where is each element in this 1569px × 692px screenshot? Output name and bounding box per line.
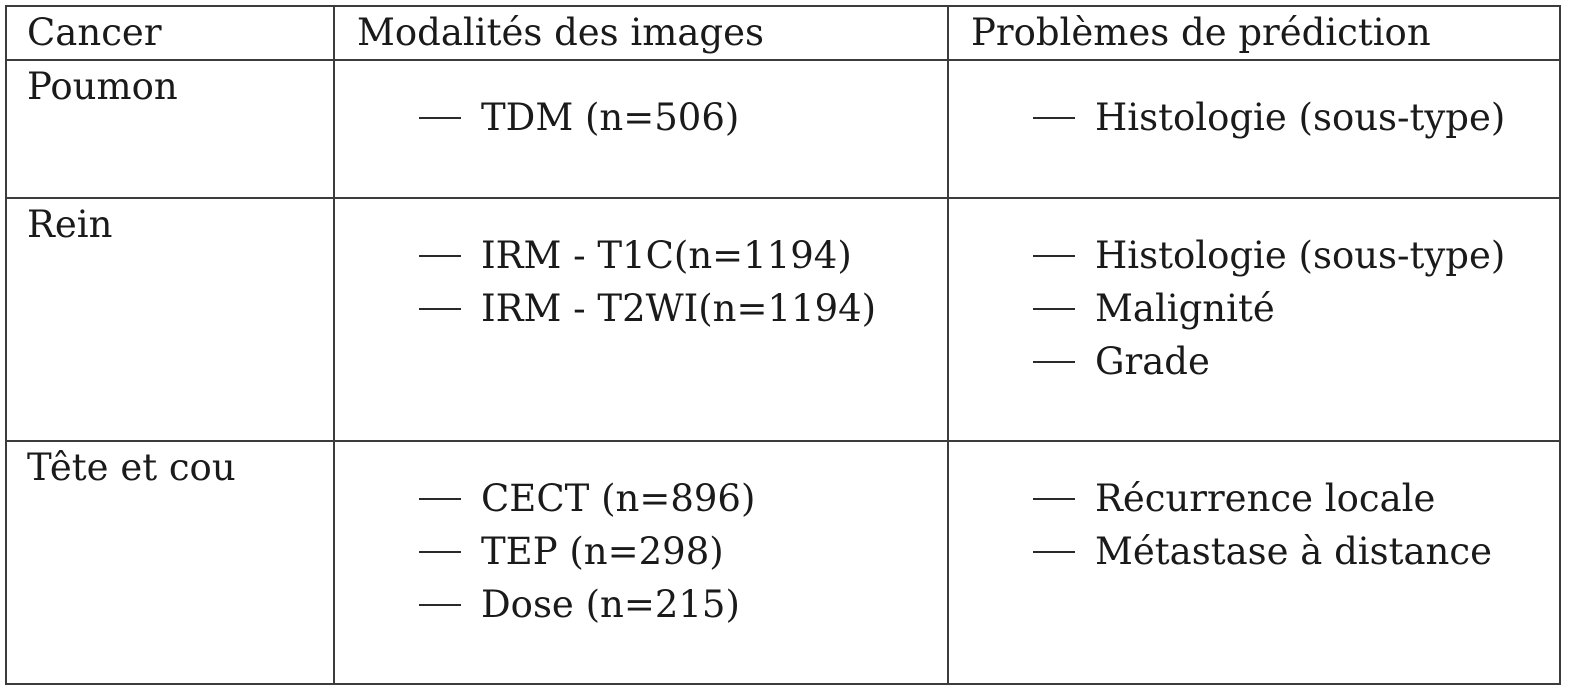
dash-bullet	[1033, 255, 1075, 257]
dash-bullet	[419, 604, 461, 606]
row-divider-1	[7, 197, 1559, 199]
cancer-cell-head-neck: Tête et cou	[27, 446, 236, 489]
column-divider-2	[947, 7, 949, 683]
cancer-cell-kidney: Rein	[27, 203, 113, 246]
header-cancer: Cancer	[27, 11, 162, 54]
dash-bullet	[1033, 551, 1075, 553]
dash-bullet	[419, 308, 461, 310]
dash-bullet	[419, 255, 461, 257]
header-problems: Problèmes de prédiction	[971, 11, 1431, 54]
dash-bullet	[419, 551, 461, 553]
dash-bullet	[419, 498, 461, 500]
dash-bullet	[1033, 498, 1075, 500]
data-table: Cancer Modalités des images Problèmes de…	[5, 5, 1561, 685]
dash-bullet	[1033, 117, 1075, 119]
row-divider-2	[7, 440, 1559, 442]
header-divider	[7, 59, 1559, 61]
column-divider-1	[333, 7, 335, 683]
header-modalities: Modalités des images	[357, 11, 764, 54]
dash-bullet	[1033, 308, 1075, 310]
dash-bullet	[419, 117, 461, 119]
cancer-cell-lung: Poumon	[27, 65, 178, 108]
dash-bullet	[1033, 361, 1075, 363]
